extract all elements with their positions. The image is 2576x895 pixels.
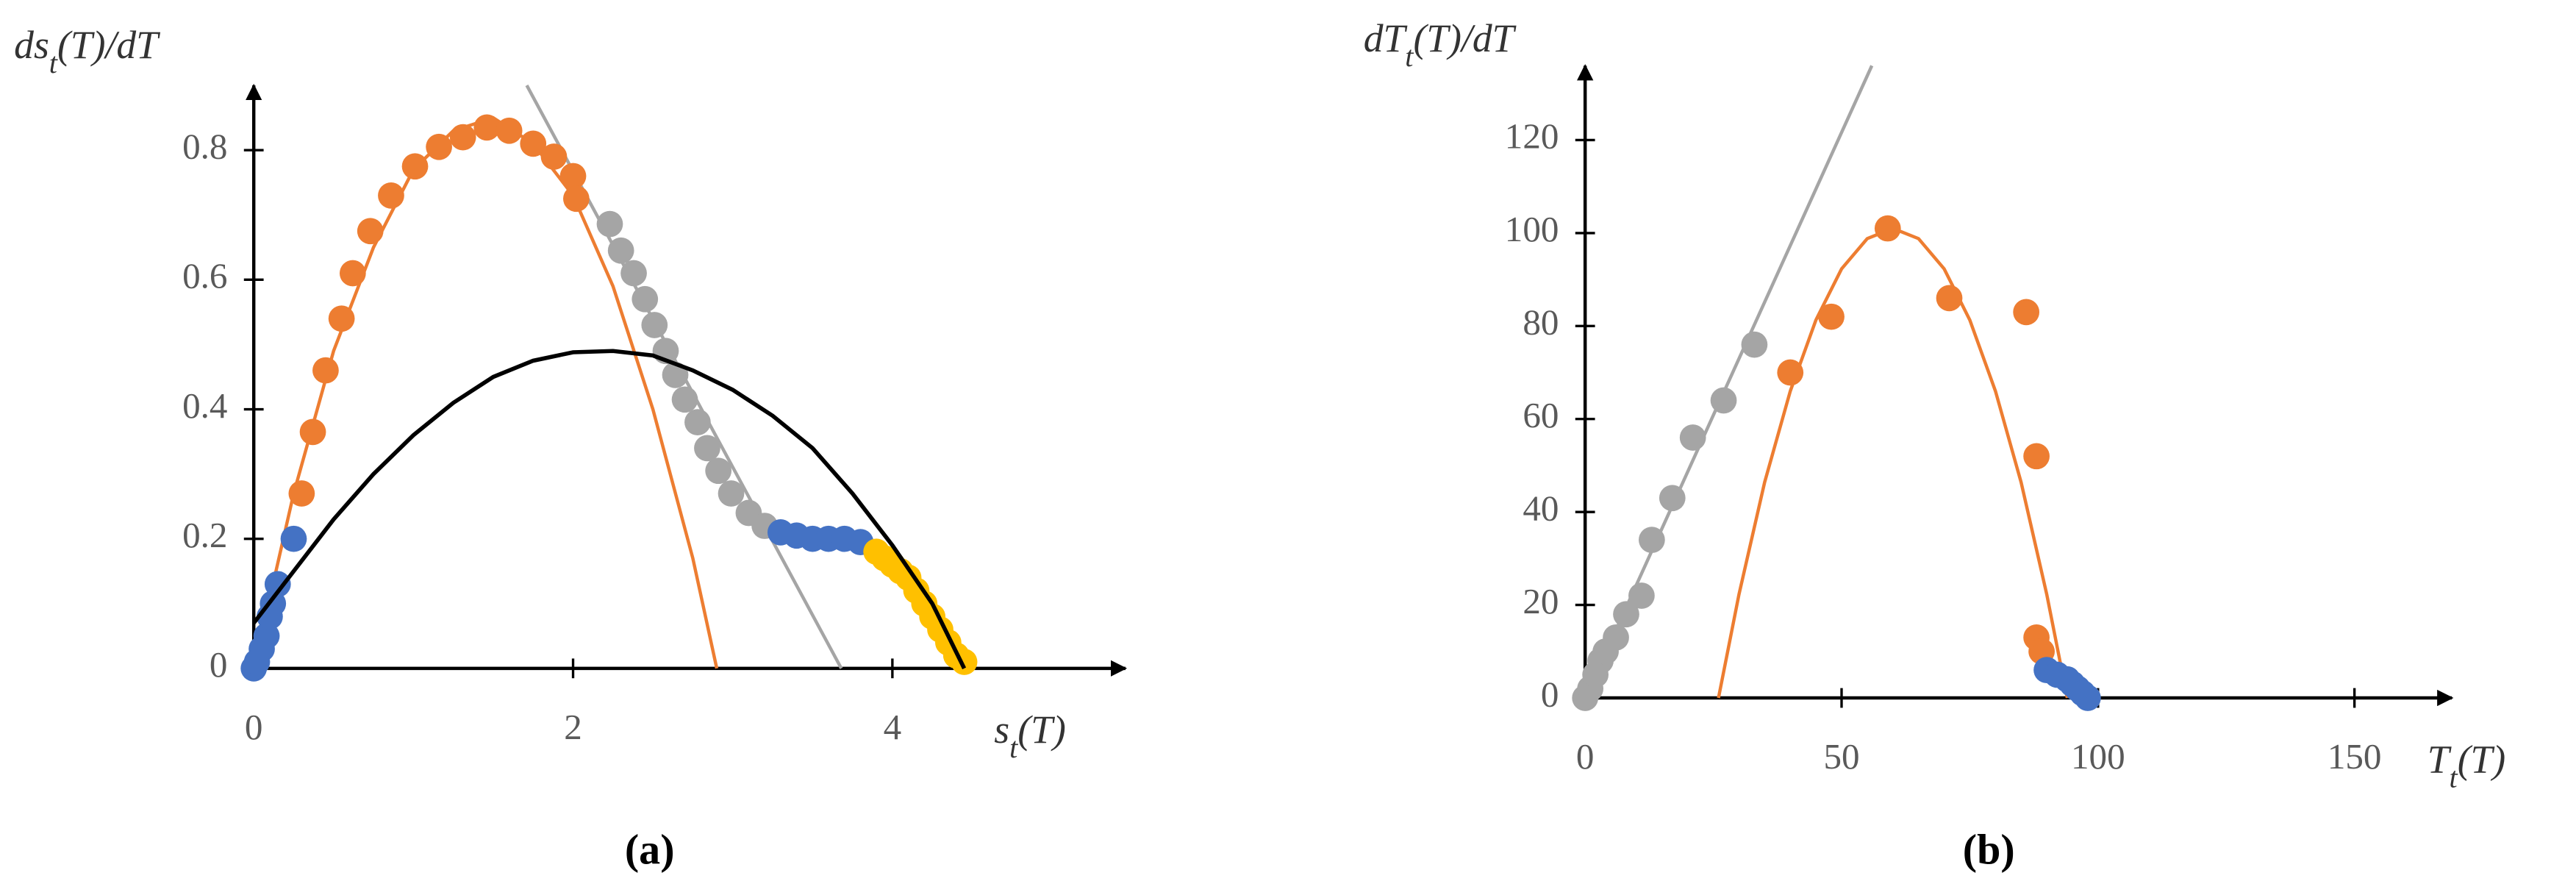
x-tick-label: 50	[1823, 736, 1859, 777]
x-tick-label: 0	[245, 707, 263, 747]
point	[718, 480, 745, 507]
point	[2075, 685, 2101, 711]
label-part: ds	[14, 23, 49, 67]
y-tick-label: 0.2	[182, 515, 227, 555]
point	[264, 571, 291, 598]
point	[2013, 299, 2040, 326]
axis-label: dTt(T)/dT	[1364, 16, 1517, 72]
label-part: (T)/dT	[1413, 16, 1516, 60]
point	[1818, 303, 1845, 330]
x-tick-label: 150	[2328, 736, 2382, 777]
axis-label: st(T)	[994, 707, 1066, 763]
axis-label: Tt(T)	[2427, 738, 2505, 794]
point	[473, 114, 501, 141]
panel-label: (a)	[625, 826, 675, 874]
point	[280, 525, 307, 552]
point	[632, 285, 659, 313]
point	[357, 218, 384, 245]
y-tick-label: 0.8	[182, 126, 227, 166]
point	[1741, 331, 1768, 358]
label-part: t	[2450, 760, 2458, 794]
fit-line	[1717, 227, 2069, 699]
point	[559, 163, 587, 190]
x-tick-label: 0	[1576, 736, 1595, 777]
point	[620, 260, 647, 287]
point	[596, 210, 623, 238]
point	[339, 260, 366, 287]
point	[1613, 601, 1639, 628]
point	[520, 130, 547, 157]
point	[607, 237, 634, 264]
point	[705, 457, 732, 485]
point	[1936, 285, 1963, 312]
point	[1603, 624, 1629, 651]
y-tick-label: 0	[1541, 674, 1559, 714]
x-tick-label: 2	[564, 707, 582, 747]
point	[1679, 424, 1706, 451]
axis-label: dst(T)/dT	[14, 23, 160, 79]
point	[684, 409, 711, 436]
point	[694, 435, 720, 462]
x-tick-label: 4	[884, 707, 902, 747]
y-tick-label: 80	[1523, 302, 1559, 343]
point	[426, 133, 452, 160]
label-part: (T)	[2458, 738, 2505, 782]
point	[540, 143, 568, 170]
point	[1639, 527, 1665, 553]
point	[299, 418, 326, 446]
point	[1777, 359, 1804, 386]
x-tick-label: 100	[2071, 736, 2125, 777]
point	[288, 480, 315, 507]
label-part: t	[1405, 40, 1414, 73]
label-part: s	[994, 707, 1009, 752]
y-tick-label: 20	[1523, 581, 1559, 621]
point	[495, 117, 523, 144]
point	[378, 182, 404, 209]
fit-line	[251, 349, 967, 670]
y-tick-label: 120	[1505, 116, 1559, 157]
label-part: dT	[1364, 16, 1408, 60]
y-tick-label: 0.4	[182, 385, 227, 426]
point	[641, 312, 668, 338]
point	[449, 124, 476, 151]
point	[401, 153, 429, 180]
point	[1659, 485, 1686, 512]
point	[1710, 387, 1737, 414]
point	[1874, 215, 1901, 242]
panel-label: (b)	[1963, 826, 2015, 874]
point	[328, 305, 355, 332]
point	[312, 357, 339, 384]
y-tick-label: 60	[1523, 395, 1559, 435]
label-part: (T)	[1017, 707, 1065, 752]
fit-line	[252, 115, 719, 669]
point	[253, 622, 280, 649]
label-part: (T)/dT	[57, 23, 160, 67]
point	[563, 185, 590, 213]
y-tick-label: 0.6	[182, 256, 227, 296]
y-tick-label: 100	[1505, 209, 1559, 249]
y-tick-label: 40	[1523, 488, 1559, 528]
label-part: t	[1009, 731, 1018, 764]
y-tick-label: 0	[210, 644, 228, 685]
point	[671, 386, 698, 413]
label-part: T	[2427, 738, 2452, 782]
label-part: t	[49, 46, 58, 79]
point	[2023, 443, 2050, 470]
point	[1628, 582, 1655, 609]
